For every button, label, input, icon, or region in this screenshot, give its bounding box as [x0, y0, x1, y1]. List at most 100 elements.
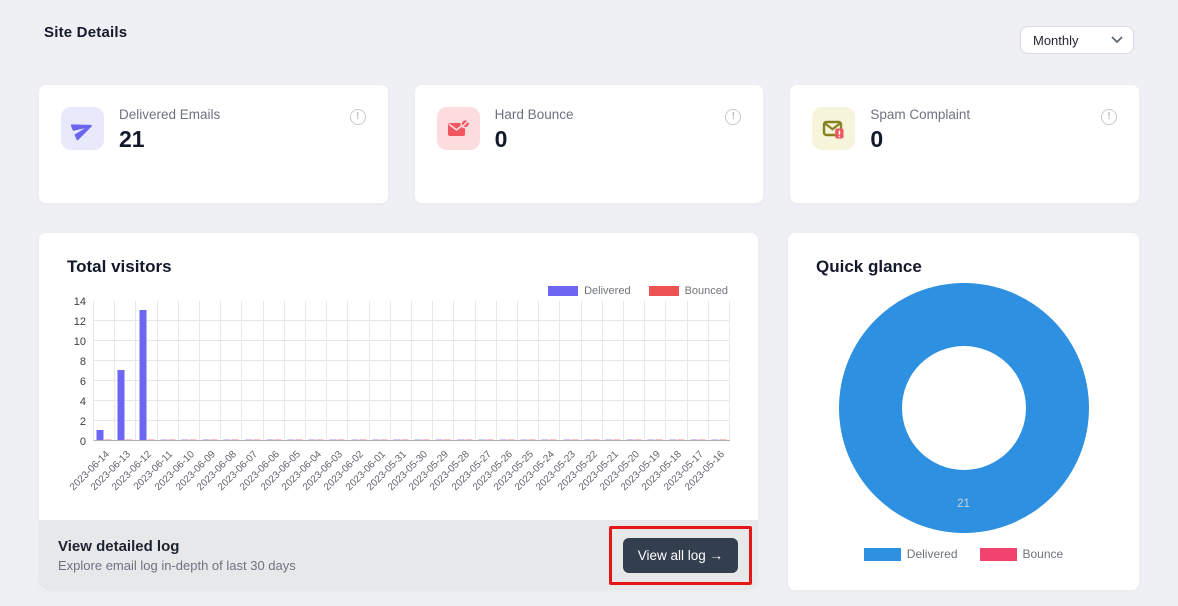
chart-column: 2023-05-19 — [619, 301, 667, 493]
chart-column: 2023-05-22 — [556, 301, 603, 493]
bar-delivered[interactable] — [202, 438, 210, 440]
chevron-down-icon — [1111, 36, 1123, 43]
bar-bounced[interactable] — [316, 438, 324, 440]
bar-delivered[interactable] — [435, 438, 443, 440]
bar-delivered[interactable] — [647, 438, 655, 440]
bar-delivered[interactable] — [308, 438, 316, 440]
bar-delivered[interactable] — [329, 438, 337, 440]
y-tick-label: 2 — [79, 416, 86, 428]
chart-column: 2023-06-14 — [68, 301, 116, 493]
bar-bounced[interactable] — [401, 438, 409, 440]
footer-heading: View detailed log — [58, 537, 180, 555]
legend-swatch — [648, 286, 679, 296]
bar-delivered[interactable] — [520, 438, 528, 440]
legend-swatch — [863, 547, 901, 561]
total-visitors-title: Total visitors — [67, 257, 172, 276]
bar-bounced[interactable] — [359, 438, 367, 440]
bar-bounced[interactable] — [380, 438, 388, 440]
bar-delivered[interactable] — [393, 438, 401, 440]
bar-delivered[interactable] — [690, 438, 698, 440]
bar-bounced[interactable] — [698, 438, 706, 440]
stat-card-spam-complaint: Spam Complaint 0 ! — [789, 84, 1141, 204]
y-tick-label: 4 — [79, 396, 86, 408]
bar-bounced[interactable] — [104, 438, 112, 440]
bar-delivered[interactable] — [96, 430, 104, 440]
stat-value: 0 — [494, 126, 508, 152]
bar-bounced[interactable] — [443, 438, 451, 440]
bar-bounced[interactable] — [231, 438, 239, 440]
chart-column: 2023-05-25 — [492, 301, 540, 493]
bar-delivered[interactable] — [287, 438, 295, 440]
stat-label: Delivered Emails — [119, 107, 221, 122]
stat-value: 21 — [119, 126, 145, 152]
donut-chart[interactable]: 21 — [838, 283, 1089, 533]
bar-bounced[interactable] — [528, 438, 536, 440]
bar-delivered[interactable] — [139, 310, 146, 440]
bar-bounced[interactable] — [655, 438, 663, 440]
bar-delivered[interactable] — [478, 438, 486, 440]
bar-delivered[interactable] — [223, 438, 231, 440]
bar-bounced[interactable] — [253, 438, 261, 440]
page-header: Site Details Monthly — [38, 24, 1140, 54]
bar-delivered[interactable] — [711, 438, 719, 440]
view-all-log-button[interactable]: View all log → — [622, 537, 738, 573]
bar-delivered[interactable] — [160, 438, 168, 440]
chart-column: 2023-06-05 — [259, 301, 307, 493]
bar-bounced[interactable] — [147, 438, 154, 440]
bar-bounced[interactable] — [507, 438, 515, 440]
chart-column: 2023-05-16 — [683, 301, 731, 493]
info-icon[interactable]: ! — [349, 109, 366, 125]
bar-bounced[interactable] — [486, 438, 494, 440]
bar-bounced[interactable] — [613, 438, 621, 440]
bar-delivered[interactable] — [563, 438, 571, 440]
bar-delivered[interactable] — [584, 438, 592, 440]
bar-bounced[interactable] — [465, 438, 473, 440]
bar-bounced[interactable] — [571, 438, 579, 440]
bar-bounced[interactable] — [677, 438, 685, 440]
bar-delivered[interactable] — [245, 438, 253, 440]
bar-bounced[interactable] — [549, 438, 557, 440]
info-icon[interactable]: ! — [1101, 109, 1118, 125]
bar-bounced[interactable] — [337, 438, 345, 440]
chart-column: 2023-06-13 — [89, 301, 137, 493]
y-tick-label: 8 — [79, 356, 86, 368]
bar-delivered[interactable] — [605, 438, 613, 440]
bar-delivered[interactable] — [541, 438, 549, 440]
period-select[interactable]: Monthly — [1020, 26, 1134, 54]
period-select-value: Monthly — [1033, 32, 1079, 48]
bar-delivered[interactable] — [372, 438, 380, 440]
info-icon[interactable]: ! — [725, 109, 742, 125]
bar-delivered[interactable] — [266, 438, 274, 440]
bar-bounced[interactable] — [422, 438, 430, 440]
bar-bounced[interactable] — [592, 438, 600, 440]
bar-delivered[interactable] — [626, 438, 634, 440]
bar-delivered[interactable] — [351, 438, 359, 440]
chart-column: 2023-05-29 — [407, 301, 455, 493]
legend-item-delivered: Delivered — [548, 285, 631, 297]
bar-bounced[interactable] — [189, 438, 197, 440]
bar-bounced[interactable] — [719, 438, 727, 440]
chart-column: 2023-06-02 — [322, 301, 370, 493]
bar-delivered[interactable] — [457, 438, 465, 440]
bar-delivered[interactable] — [117, 370, 125, 440]
bar-bounced[interactable] — [274, 438, 282, 440]
bar-delivered[interactable] — [181, 438, 189, 440]
bar-bounced[interactable] — [295, 438, 303, 440]
bar-bounced[interactable] — [210, 438, 218, 440]
bar-bounced[interactable] — [125, 438, 133, 440]
bar-bounced[interactable] — [168, 438, 176, 440]
chart-column: 2023-06-01 — [344, 301, 391, 493]
chart-column: 2023-05-17 — [662, 301, 709, 493]
footer-subtext: Explore email log in-depth of last 30 da… — [58, 557, 296, 573]
bar-delivered[interactable] — [669, 438, 677, 440]
legend-label: Bounce — [1022, 547, 1064, 561]
mail-blocked-icon — [447, 118, 470, 136]
bar-bounced[interactable] — [634, 438, 642, 440]
chart-column: 2023-06-03 — [301, 301, 349, 493]
chart-column: 2023-05-31 — [365, 301, 413, 493]
legend-label: Delivered — [906, 547, 958, 561]
main-row: Total visitors Delivered Bounced 0 2 4 6 8 10 1… — [38, 232, 1140, 591]
bar-delivered[interactable] — [499, 438, 507, 440]
bar-delivered[interactable] — [414, 438, 422, 440]
chart-column: 2023-06-10 — [153, 301, 201, 493]
